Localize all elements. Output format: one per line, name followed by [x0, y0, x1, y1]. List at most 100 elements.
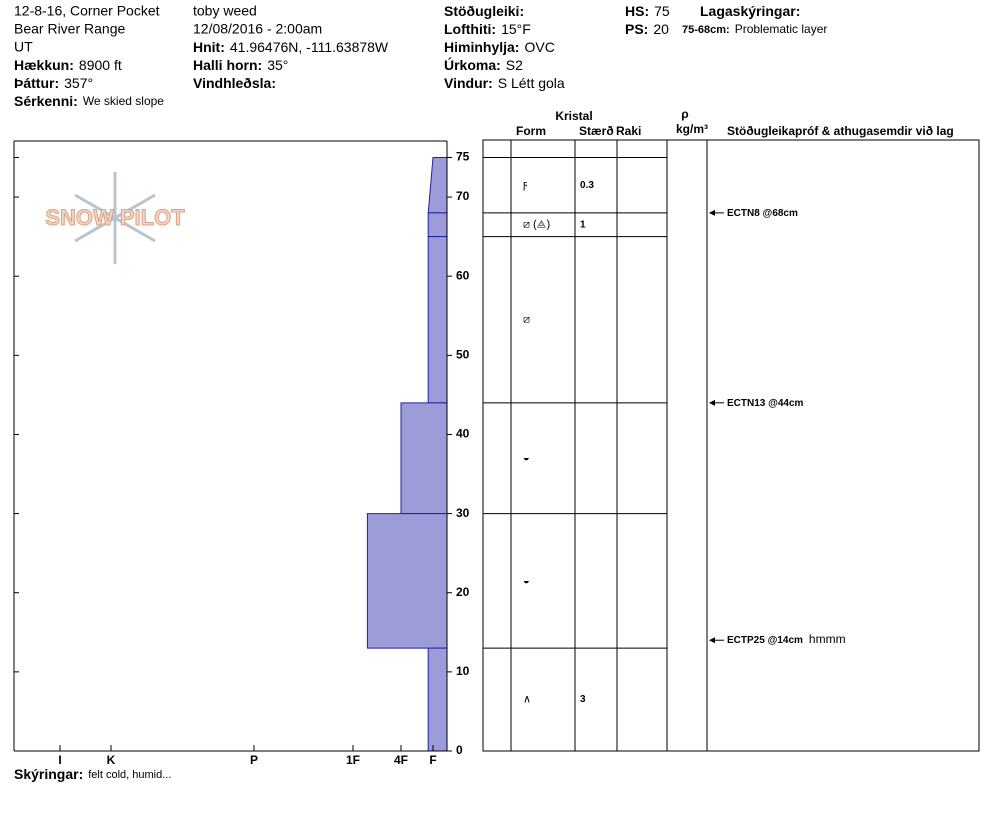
- field-value: S Létt gola: [498, 75, 565, 91]
- field-value: 41.96476N, -111.63878W: [230, 39, 389, 55]
- header-field: Lofthiti: 15°F: [444, 21, 531, 37]
- hardness-layer: [427, 157, 448, 214]
- field-value: S2: [506, 57, 523, 73]
- field-label: Halli horn:: [193, 57, 262, 73]
- header-field: Sérkenni: We skied slope: [14, 93, 164, 109]
- header-text: Bear River Range: [14, 21, 125, 37]
- table-frame: [482, 139, 980, 752]
- table-header: ρ: [681, 107, 688, 121]
- y-tick-label: 60: [456, 268, 470, 282]
- notes-label: Skýringar:: [14, 766, 83, 782]
- table-header: Form: [516, 124, 546, 138]
- x-tick-label: I: [58, 753, 61, 767]
- x-tick-label: P: [250, 753, 258, 767]
- test-label: ECTP25 @14cm: [727, 635, 803, 646]
- header-field: Úrkoma: S2: [444, 56, 523, 73]
- field-value: OVC: [524, 39, 554, 55]
- field-label: Himinhylja:: [444, 39, 519, 55]
- field-value: 35°: [267, 57, 288, 73]
- test-arrowhead: [709, 399, 715, 406]
- x-tick-label: 4F: [394, 753, 408, 767]
- y-tick-label: 10: [456, 664, 470, 678]
- test-result: ECTP25 @14cm hmmm: [727, 632, 846, 646]
- x-tick-label: 1F: [346, 753, 360, 767]
- hardness-layer: [400, 402, 448, 515]
- field-label: Vindur:: [444, 75, 493, 91]
- field-value: 75: [654, 3, 670, 19]
- hardness-layer: [427, 212, 448, 238]
- field-label: Úrkoma:: [444, 56, 501, 73]
- y-tick-label: 70: [456, 189, 470, 203]
- test-arrowhead: [709, 637, 715, 644]
- field-label: Þáttur:: [14, 75, 59, 91]
- field-label: Hækkun:: [14, 57, 74, 73]
- table-header: Raki: [616, 124, 641, 138]
- test-result: ECTN13 @44cm: [727, 397, 804, 408]
- test-result: ECTN8 @68cm: [727, 208, 798, 219]
- table-header: Stöðugleikapróf & athugasemdir við lag: [727, 124, 954, 138]
- test-comment: hmmm: [809, 632, 846, 646]
- test-arrowhead: [709, 209, 715, 216]
- field-label: 75-68cm:: [682, 24, 730, 36]
- grain-form: ◒: [523, 452, 530, 464]
- test-label: ECTN8 @68cm: [727, 208, 798, 219]
- grain-form: ◒: [523, 575, 530, 587]
- header-field: Þáttur: 357°: [14, 75, 93, 91]
- field-value: Problematic layer: [735, 22, 828, 36]
- field-value: 20: [653, 21, 669, 37]
- notes: Skýringar: felt cold, humid...: [14, 766, 171, 782]
- hardness-layer: [427, 647, 448, 752]
- logo: [74, 172, 156, 264]
- table-header: kg/m³: [676, 122, 708, 136]
- y-tick-label: 75: [456, 150, 470, 164]
- grain-form: ∧: [523, 693, 531, 705]
- header-text: 12/08/2016 - 2:00am: [193, 21, 322, 37]
- header-field: Stöðugleiki:: [444, 3, 524, 19]
- field-label: PS:: [625, 21, 648, 37]
- header-field: Hnit: 41.96476N, -111.63878W: [193, 39, 389, 55]
- y-tick-label: 0: [456, 743, 463, 757]
- y-tick-label: 30: [456, 506, 470, 520]
- header-field: Himinhylja: OVC: [444, 39, 555, 55]
- field-label: HS:: [625, 3, 649, 19]
- grain-form: ϝ: [523, 179, 528, 191]
- header-field: 75-68cm: Problematic layer: [682, 22, 827, 36]
- field-label: Stöðugleiki:: [444, 3, 524, 19]
- hardness-layer: [366, 513, 448, 649]
- grain-form: ⧄: [523, 314, 530, 326]
- logo-text: SNOW PILOT: [45, 205, 185, 230]
- test-label: ECTN13 @44cm: [727, 397, 804, 408]
- header-field: Hækkun: 8900 ft: [14, 57, 122, 73]
- grain-form: ⧄ (⟁): [523, 219, 550, 231]
- header-field: Vindhleðsla:: [193, 75, 276, 91]
- hardness-layer: [427, 236, 448, 404]
- field-value: 15°F: [501, 21, 531, 37]
- field-label: Lagaskýringar:: [700, 3, 800, 19]
- field-label: Lofthiti:: [444, 21, 496, 37]
- field-label: Vindhleðsla:: [193, 75, 276, 91]
- field-value: 357°: [64, 75, 93, 91]
- header-field: Halli horn: 35°: [193, 57, 288, 73]
- field-label: Hnit:: [193, 39, 225, 55]
- table-header: Kristal: [555, 109, 592, 123]
- header-field: HS: 75: [625, 3, 670, 19]
- header-field: Vindur: S Létt gola: [444, 75, 565, 91]
- header-text: UT: [14, 39, 33, 55]
- grain-size: 1: [580, 219, 586, 230]
- header-field: Lagaskýringar:: [700, 3, 800, 19]
- header-field: PS: 20: [625, 21, 669, 37]
- header-text: toby weed: [193, 3, 257, 19]
- table-header: Stærð: [579, 124, 614, 138]
- x-tick-label: K: [107, 753, 116, 767]
- y-tick-label: 40: [456, 427, 470, 441]
- field-value: 8900 ft: [79, 57, 122, 73]
- y-tick-label: 50: [456, 348, 470, 362]
- x-tick-label: F: [429, 753, 436, 767]
- grain-size: 3: [580, 694, 586, 705]
- grain-size: 0.3: [580, 180, 594, 191]
- field-label: Sérkenni:: [14, 93, 78, 109]
- field-value: We skied slope: [83, 94, 164, 108]
- y-tick-label: 20: [456, 585, 470, 599]
- notes-value: felt cold, humid...: [88, 769, 171, 781]
